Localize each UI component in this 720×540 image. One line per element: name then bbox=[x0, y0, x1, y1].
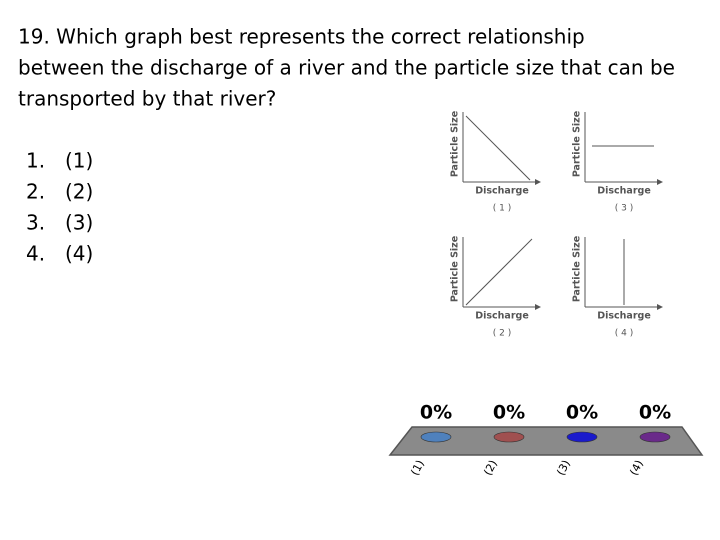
option-label: (1) bbox=[65, 149, 93, 173]
graph-line bbox=[465, 115, 531, 181]
poll-marker bbox=[420, 431, 452, 443]
graph-caption: ( 3 ) bbox=[615, 204, 633, 214]
question-line: transported by that river? bbox=[18, 87, 276, 111]
x-axis-label: Discharge bbox=[475, 311, 529, 322]
option-label: (2) bbox=[65, 180, 93, 204]
poll-marker bbox=[493, 431, 525, 443]
poll-label: (3) bbox=[554, 458, 573, 478]
x-axis-label: Discharge bbox=[597, 311, 651, 322]
poll-label: (1) bbox=[408, 458, 427, 478]
poll-result: 0% bbox=[566, 402, 598, 424]
y-axis-label: Particle Size bbox=[450, 111, 461, 177]
poll-marker bbox=[639, 431, 671, 443]
x-axis-label: Discharge bbox=[597, 186, 651, 197]
option-number: 4. bbox=[26, 242, 45, 266]
graph-caption: ( 2 ) bbox=[493, 329, 511, 339]
poll-result: 0% bbox=[493, 402, 525, 424]
graph-caption: ( 4 ) bbox=[615, 329, 633, 339]
question-line: 19. Which graph best represents the corr… bbox=[18, 25, 585, 49]
option-label: (4) bbox=[65, 242, 93, 266]
option-label: (3) bbox=[65, 211, 93, 235]
poll-result: 0% bbox=[420, 402, 452, 424]
option-number: 3. bbox=[26, 211, 45, 235]
graph-caption: ( 1 ) bbox=[493, 204, 511, 214]
poll-label: (4) bbox=[627, 458, 646, 478]
y-axis-label: Particle Size bbox=[572, 111, 583, 177]
x-axis-label: Discharge bbox=[475, 186, 529, 197]
y-axis-label: Particle Size bbox=[572, 236, 583, 302]
poll-result: 0% bbox=[639, 402, 671, 424]
question-line: between the discharge of a river and the… bbox=[18, 56, 675, 80]
option-number: 1. bbox=[26, 149, 45, 173]
graph-line bbox=[465, 238, 533, 306]
poll-marker bbox=[566, 431, 598, 443]
y-axis-label: Particle Size bbox=[450, 236, 461, 302]
option-number: 2. bbox=[26, 180, 45, 204]
poll-label: (2) bbox=[481, 458, 500, 478]
poll-platform bbox=[388, 426, 704, 456]
